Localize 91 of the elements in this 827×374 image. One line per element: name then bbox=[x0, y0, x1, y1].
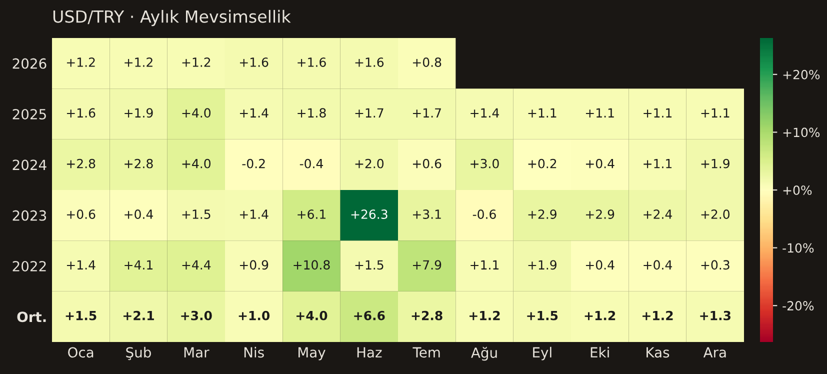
data-label: +1.2 bbox=[124, 58, 152, 67]
data-label: +2.4 bbox=[644, 210, 672, 219]
color-bar-label: -10% bbox=[782, 243, 814, 253]
data-label: +2.0 bbox=[701, 210, 730, 219]
data-label: +1.2 bbox=[642, 310, 673, 320]
data-label: +4.1 bbox=[124, 260, 153, 270]
data-label: +1.4 bbox=[240, 210, 268, 219]
data-label: +1.1 bbox=[644, 108, 672, 118]
data-label: +7.9 bbox=[412, 260, 442, 270]
data-label: +0.9 bbox=[240, 260, 268, 270]
data-label: +4.0 bbox=[182, 158, 211, 168]
data-label: +1.2 bbox=[470, 310, 500, 320]
x-tick-label: Şub bbox=[126, 346, 151, 360]
data-label: +1.5 bbox=[182, 210, 210, 219]
y-tick-label: Ort. bbox=[17, 312, 46, 322]
y-tick-label: 2025 bbox=[12, 108, 46, 120]
data-label: +4.4 bbox=[182, 260, 211, 270]
data-label: -0.4 bbox=[300, 158, 323, 168]
data-label: +3.1 bbox=[412, 210, 441, 219]
color-bar-label: +0% bbox=[783, 185, 812, 195]
x-tick-label: Eki bbox=[590, 346, 609, 358]
x-tick-label: Tem bbox=[412, 347, 440, 358]
data-label: +1.1 bbox=[470, 260, 499, 270]
data-label: +1.7 bbox=[412, 108, 441, 118]
x-tick-label: Ağu bbox=[471, 346, 497, 361]
data-label: +1.1 bbox=[528, 108, 556, 118]
data-label: +1.1 bbox=[701, 108, 730, 118]
data-label: +1.6 bbox=[355, 58, 384, 67]
data-label: +2.8 bbox=[66, 158, 96, 168]
data-label: +0.4 bbox=[644, 260, 672, 270]
data-label: +1.3 bbox=[700, 310, 730, 320]
data-label: +2.1 bbox=[124, 310, 154, 320]
color-bar-label: -20% bbox=[782, 301, 814, 311]
y-tick-label: 2022 bbox=[12, 260, 46, 272]
x-tick-label: May bbox=[298, 347, 326, 360]
data-label: +3.0 bbox=[181, 310, 212, 320]
data-label: +0.4 bbox=[124, 210, 153, 219]
x-tick-label: Mar bbox=[184, 347, 210, 358]
data-label: +0.4 bbox=[586, 158, 614, 168]
color-bar-label: +20% bbox=[783, 70, 820, 80]
data-label: +1.4 bbox=[240, 108, 268, 118]
data-label: +1.9 bbox=[528, 260, 556, 270]
data-label: +3.0 bbox=[470, 158, 499, 168]
x-tick-label: Ara bbox=[703, 347, 726, 358]
data-label: +1.8 bbox=[298, 108, 326, 118]
y-tick-label: 2026 bbox=[12, 58, 46, 69]
data-label: +1.7 bbox=[355, 108, 384, 118]
chart-title: USD/TRY · Aylık Mevsimsellik bbox=[53, 10, 291, 26]
data-label: -0.6 bbox=[472, 210, 496, 219]
data-label: +1.1 bbox=[644, 159, 672, 168]
data-label: +6.1 bbox=[298, 210, 326, 219]
x-tick-label: Oca bbox=[68, 347, 94, 358]
data-label: +2.8 bbox=[124, 158, 153, 168]
data-label: +1.6 bbox=[66, 108, 96, 118]
x-tick-label: Kas bbox=[646, 347, 670, 358]
data-label: +1.0 bbox=[238, 310, 270, 320]
data-label: +1.9 bbox=[124, 108, 153, 118]
data-label: +2.9 bbox=[586, 210, 614, 219]
color-bar-label: +10% bbox=[783, 128, 820, 138]
x-tick-label: Eyl bbox=[533, 346, 552, 360]
x-tick-label: Haz bbox=[357, 347, 382, 358]
data-label: +0.3 bbox=[701, 260, 730, 270]
data-label: +0.4 bbox=[586, 260, 614, 270]
data-label: +4.0 bbox=[296, 310, 328, 320]
data-label: +2.0 bbox=[355, 158, 384, 168]
data-label: -0.2 bbox=[242, 158, 265, 168]
data-label: +0.6 bbox=[66, 210, 96, 219]
data-label: +0.6 bbox=[412, 158, 442, 168]
data-label: +6.6 bbox=[354, 310, 385, 320]
y-tick-label: 2023 bbox=[12, 210, 46, 221]
data-label: +26.3 bbox=[351, 210, 388, 219]
data-label: +1.4 bbox=[66, 260, 96, 270]
data-label: +1.5 bbox=[66, 311, 96, 320]
data-label: +10.8 bbox=[294, 260, 330, 270]
data-label: +0.2 bbox=[528, 158, 556, 168]
data-label: +2.8 bbox=[412, 310, 442, 320]
data-label: +1.5 bbox=[355, 260, 384, 270]
y-tick-label: 2024 bbox=[12, 160, 46, 170]
data-label: +4.0 bbox=[182, 108, 211, 118]
data-label: +1.6 bbox=[298, 58, 326, 67]
x-tick-label: Nis bbox=[244, 346, 264, 358]
data-label: +1.9 bbox=[701, 158, 730, 168]
data-label: +1.2 bbox=[66, 58, 95, 67]
data-label: +1.2 bbox=[584, 310, 616, 320]
data-label: +1.6 bbox=[240, 58, 268, 67]
data-label: +1.2 bbox=[182, 58, 210, 67]
data-label: +0.8 bbox=[412, 58, 442, 67]
data-label: +2.9 bbox=[528, 210, 556, 219]
data-label: +1.4 bbox=[470, 108, 499, 118]
data-label: +1.5 bbox=[527, 311, 558, 320]
data-label: +1.1 bbox=[586, 108, 614, 118]
